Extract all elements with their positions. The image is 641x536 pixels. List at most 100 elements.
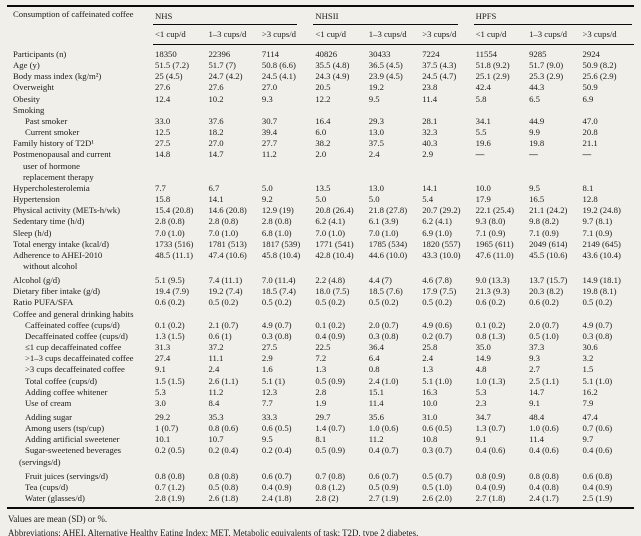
cell-value: 48.4 (529, 412, 545, 422)
cell-value: 7224 (422, 49, 440, 59)
cell-value: 11.2 (208, 386, 224, 397)
cell-value: 8.1 (582, 182, 594, 193)
cell-value: 2.8 (1.9) (155, 493, 185, 504)
row-label: Adding coffee whitener (25, 386, 108, 397)
cell-value: 38.2 (315, 138, 331, 149)
cell-value: 14.7 (208, 149, 224, 160)
row-label: Hypercholesterolemia (13, 182, 90, 193)
cell-value (420, 309, 473, 320)
row-label: Postmenopausal and current user of hormo… (13, 149, 111, 182)
row-label: Adding artificial sweetener (25, 434, 120, 445)
cell-value (153, 105, 206, 116)
cell-value: 9.8 (8.2) (529, 216, 559, 227)
cell-value: 0.4 (0.9) (261, 481, 292, 492)
cell-value: 0.6 (0.8) (582, 470, 613, 481)
cell-value: 2.0 (315, 149, 327, 160)
cell-value: 19.2 (368, 82, 384, 93)
cell-value: 5.0 (261, 182, 273, 193)
cell-value: 1733 (516) (155, 238, 194, 249)
cell-value: 1.3 (422, 364, 434, 375)
cell-value: 30433 (368, 49, 391, 59)
cell-value: 9.5 (261, 434, 273, 445)
cell-value: 0.7 (1.2) (155, 481, 185, 492)
cell-value: 35.6 (368, 412, 384, 422)
cell-value: 25 (4.5) (155, 71, 183, 82)
cell-value: 29.3 (368, 115, 384, 126)
cell-value: 7.0 (1.0) (315, 227, 345, 238)
cell-value: 2.8 (315, 386, 327, 397)
cell-value: 11.2 (261, 149, 277, 160)
cell-value: 2.2 (4.8) (315, 275, 345, 286)
section-row: Smoking (7, 105, 634, 116)
cell-value: 44.6 (10.0) (368, 249, 408, 260)
cell-value: 5.5 (475, 127, 487, 138)
cell-value: 9.1 (475, 434, 487, 445)
cell-value: 14.1 (422, 182, 438, 193)
cell-value: 20.8 (26.4) (315, 205, 354, 216)
table-row: Dietary fiber intake (g/d) 19.4 (7.9) 19.2… (7, 286, 634, 297)
cell-value: 10.1 (155, 434, 171, 445)
cell-value: 10.8 (422, 434, 438, 445)
cell-value: 0.1 (0.2) (315, 319, 345, 330)
cell-value (260, 105, 313, 116)
cell-value: 45.5 (10.6) (529, 249, 568, 260)
table-row: Adherence to AHEI-2010 without alcohol 48… (7, 250, 634, 272)
cell-value: 14.7 (529, 386, 545, 397)
cell-value: 40826 (315, 49, 338, 59)
cell-value: 10.0 (422, 397, 438, 408)
row-label: Decaffeinated coffee (cups/d) (25, 330, 128, 341)
cell-value: 36.5 (4.5) (368, 60, 403, 71)
cell-value: 7.0 (1.0) (368, 227, 399, 238)
row-label: Alcohol (g/d) (13, 275, 61, 286)
table-row: Fruit juices (servings/d) 0.8 (0.8) 0.8 (0… (7, 468, 634, 482)
cell-value (581, 105, 635, 116)
cell-value: 14.9 (18.1) (582, 275, 621, 286)
cell-value: 21.8 (27.8) (368, 205, 408, 216)
cell-value: 0.5 (0.9) (315, 375, 345, 386)
cell-value: 15.8 (155, 194, 171, 205)
cell-value (153, 309, 206, 320)
cell-value: 18.2 (208, 127, 224, 138)
cell-value: 35.0 (475, 342, 491, 353)
row-label: ≤1 cup decaffeinated coffee (25, 342, 122, 353)
cell-value: 18.0 (7.5) (315, 286, 350, 297)
baseline-characteristics-table: Consumption of caffeinated coffee NHS NH… (7, 5, 634, 510)
cell-value: 5.1 (9.5) (155, 275, 185, 286)
cell-value: 37.6 (208, 115, 224, 126)
cell-value: 2.9 (261, 353, 273, 364)
cell-value: 0.5 (0.2) (368, 297, 399, 308)
cohort-name-hpfs: HPFS (475, 11, 497, 21)
cell-value: 29.7 (315, 412, 331, 422)
column-header: <1 cup/d (153, 25, 207, 45)
cell-value: 6.7 (208, 182, 220, 193)
cell-value: 6.2 (4.1) (422, 216, 452, 227)
table-row: Ratio PUFA/SFA 0.6 (0.2) 0.5 (0.2) 0.5 (0.2… (7, 297, 634, 308)
cell-value: 25.3 (2.9) (529, 71, 564, 82)
table-row: Caffeinated coffee (cups/d) 0.1 (0.2) 2.1 … (7, 320, 634, 331)
cell-value: 5.3 (155, 386, 166, 397)
cell-value: 1817 (539) (261, 238, 301, 249)
cell-value (527, 105, 580, 116)
cell-value: 5.1 (1.0) (422, 375, 452, 386)
cell-value: 14.9 (475, 353, 491, 364)
row-label: Current smoker (25, 127, 80, 138)
cell-value: 22.1 (25.4) (475, 205, 514, 216)
cell-value: 1.0 (1.3) (475, 375, 506, 386)
cell-value: 0.2 (0.5) (155, 445, 185, 456)
cell-value: 12.2 (315, 93, 331, 104)
cell-value: 4.9 (0.7) (261, 319, 292, 330)
cell-value: 0.5 (0.2) (261, 297, 292, 308)
cell-value: 13.7 (15.7) (529, 275, 568, 286)
cell-value: 1.3 (315, 364, 327, 375)
cohort-header-nhs: NHS (153, 6, 313, 25)
cell-value: 25.8 (422, 342, 438, 353)
cell-value: 2.6 (2.0) (422, 493, 452, 504)
cell-value: 10.2 (208, 93, 224, 104)
cell-value: 51.7 (7) (208, 60, 236, 71)
cell-value: 43.3 (10.0) (422, 249, 461, 260)
cell-value: 7.7 (261, 397, 273, 408)
table-row: Past smoker 33.0 37.6 30.7 16.4 29.3 28.1 34.1 4… (7, 116, 634, 127)
cell-value: 0.6 (0.2) (475, 297, 506, 308)
cell-value: 50.9 (8.2) (582, 60, 617, 71)
row-label: Hypertension (13, 194, 60, 205)
